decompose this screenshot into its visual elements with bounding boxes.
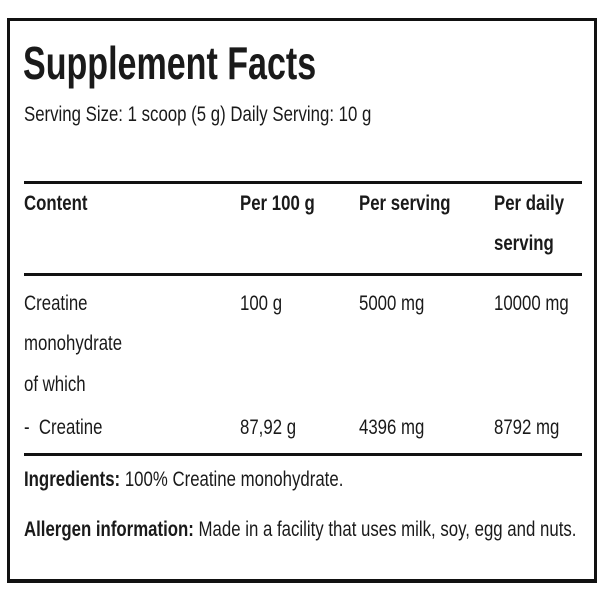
row-per-100g: 100 g — [240, 292, 283, 315]
row-per-daily: 10000 mg — [494, 292, 569, 315]
serving-info: Serving Size: 1 scoop (5 g) Daily Servin… — [24, 103, 372, 126]
allergen-label: Allergen information: — [24, 518, 194, 541]
header-per-daily: Per daily — [494, 192, 565, 215]
header-per-100g: Per 100 g — [240, 192, 315, 215]
ingredients-label: Ingredients: — [24, 468, 121, 491]
row-name: of which — [24, 373, 86, 396]
divider — [24, 453, 582, 456]
divider — [24, 181, 582, 184]
row-per-daily: 8792 mg — [494, 416, 560, 439]
row-name: monohydrate — [24, 332, 123, 355]
ingredients: Ingredients: 100% Creatine monohydrate. — [24, 468, 343, 492]
row-name: Creatine — [24, 292, 88, 315]
row-name: - Creatine — [24, 416, 103, 439]
row-per-serving: 5000 mg — [359, 292, 425, 315]
header-per-serving: Per serving — [359, 192, 451, 215]
row-per-100g: 87,92 g — [240, 416, 297, 439]
header-per-daily-2: serving — [494, 232, 554, 255]
supplement-facts-panel — [7, 18, 597, 583]
ingredients-text: 100% Creatine monohydrate. — [124, 468, 344, 491]
row-per-serving: 4396 mg — [359, 416, 425, 439]
header-content: Content — [24, 192, 88, 215]
page-title: Supplement Facts — [23, 37, 317, 89]
divider — [24, 273, 582, 276]
allergen-info: Allergen information: Made in a facility… — [24, 518, 576, 542]
allergen-text: Made in a facility that uses milk, soy, … — [198, 518, 577, 541]
